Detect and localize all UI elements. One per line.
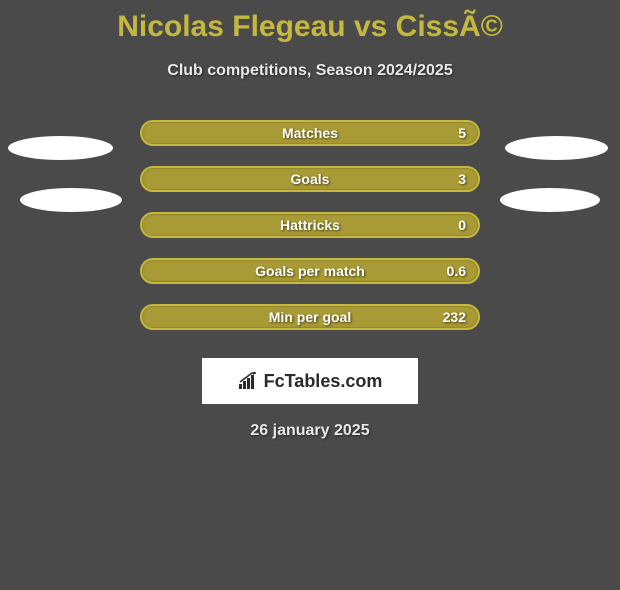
stat-value: 3 [458,171,466,187]
decorative-ellipse [20,188,122,212]
stat-value: 0 [458,217,466,233]
logo: FcTables.com [238,371,383,392]
stat-value: 0.6 [447,263,466,279]
date-text: 26 january 2025 [0,422,620,440]
stat-label: Matches [282,125,338,141]
page-subtitle: Club competitions, Season 2024/2025 [0,62,620,80]
stats-bars-container: Matches 5 Goals 3 Hattricks 0 Goals per … [140,120,480,330]
stat-bar-goals: Goals 3 [140,166,480,192]
stat-label: Goals [291,171,330,187]
chart-icon [238,372,260,390]
stat-value: 5 [458,125,466,141]
logo-box: FcTables.com [202,358,418,404]
stat-label: Min per goal [269,309,351,325]
logo-text: FcTables.com [264,371,383,392]
stat-value: 232 [443,309,466,325]
decorative-ellipse [500,188,600,212]
stat-label: Goals per match [255,263,365,279]
decorative-ellipse [8,136,113,160]
stat-bar-matches: Matches 5 [140,120,480,146]
stat-bar-hattricks: Hattricks 0 [140,212,480,238]
decorative-ellipse [505,136,608,160]
stat-bar-min-per-goal: Min per goal 232 [140,304,480,330]
stat-bar-goals-per-match: Goals per match 0.6 [140,258,480,284]
page-title: Nicolas Flegeau vs CissÃ© [0,10,620,44]
stat-label: Hattricks [280,217,340,233]
